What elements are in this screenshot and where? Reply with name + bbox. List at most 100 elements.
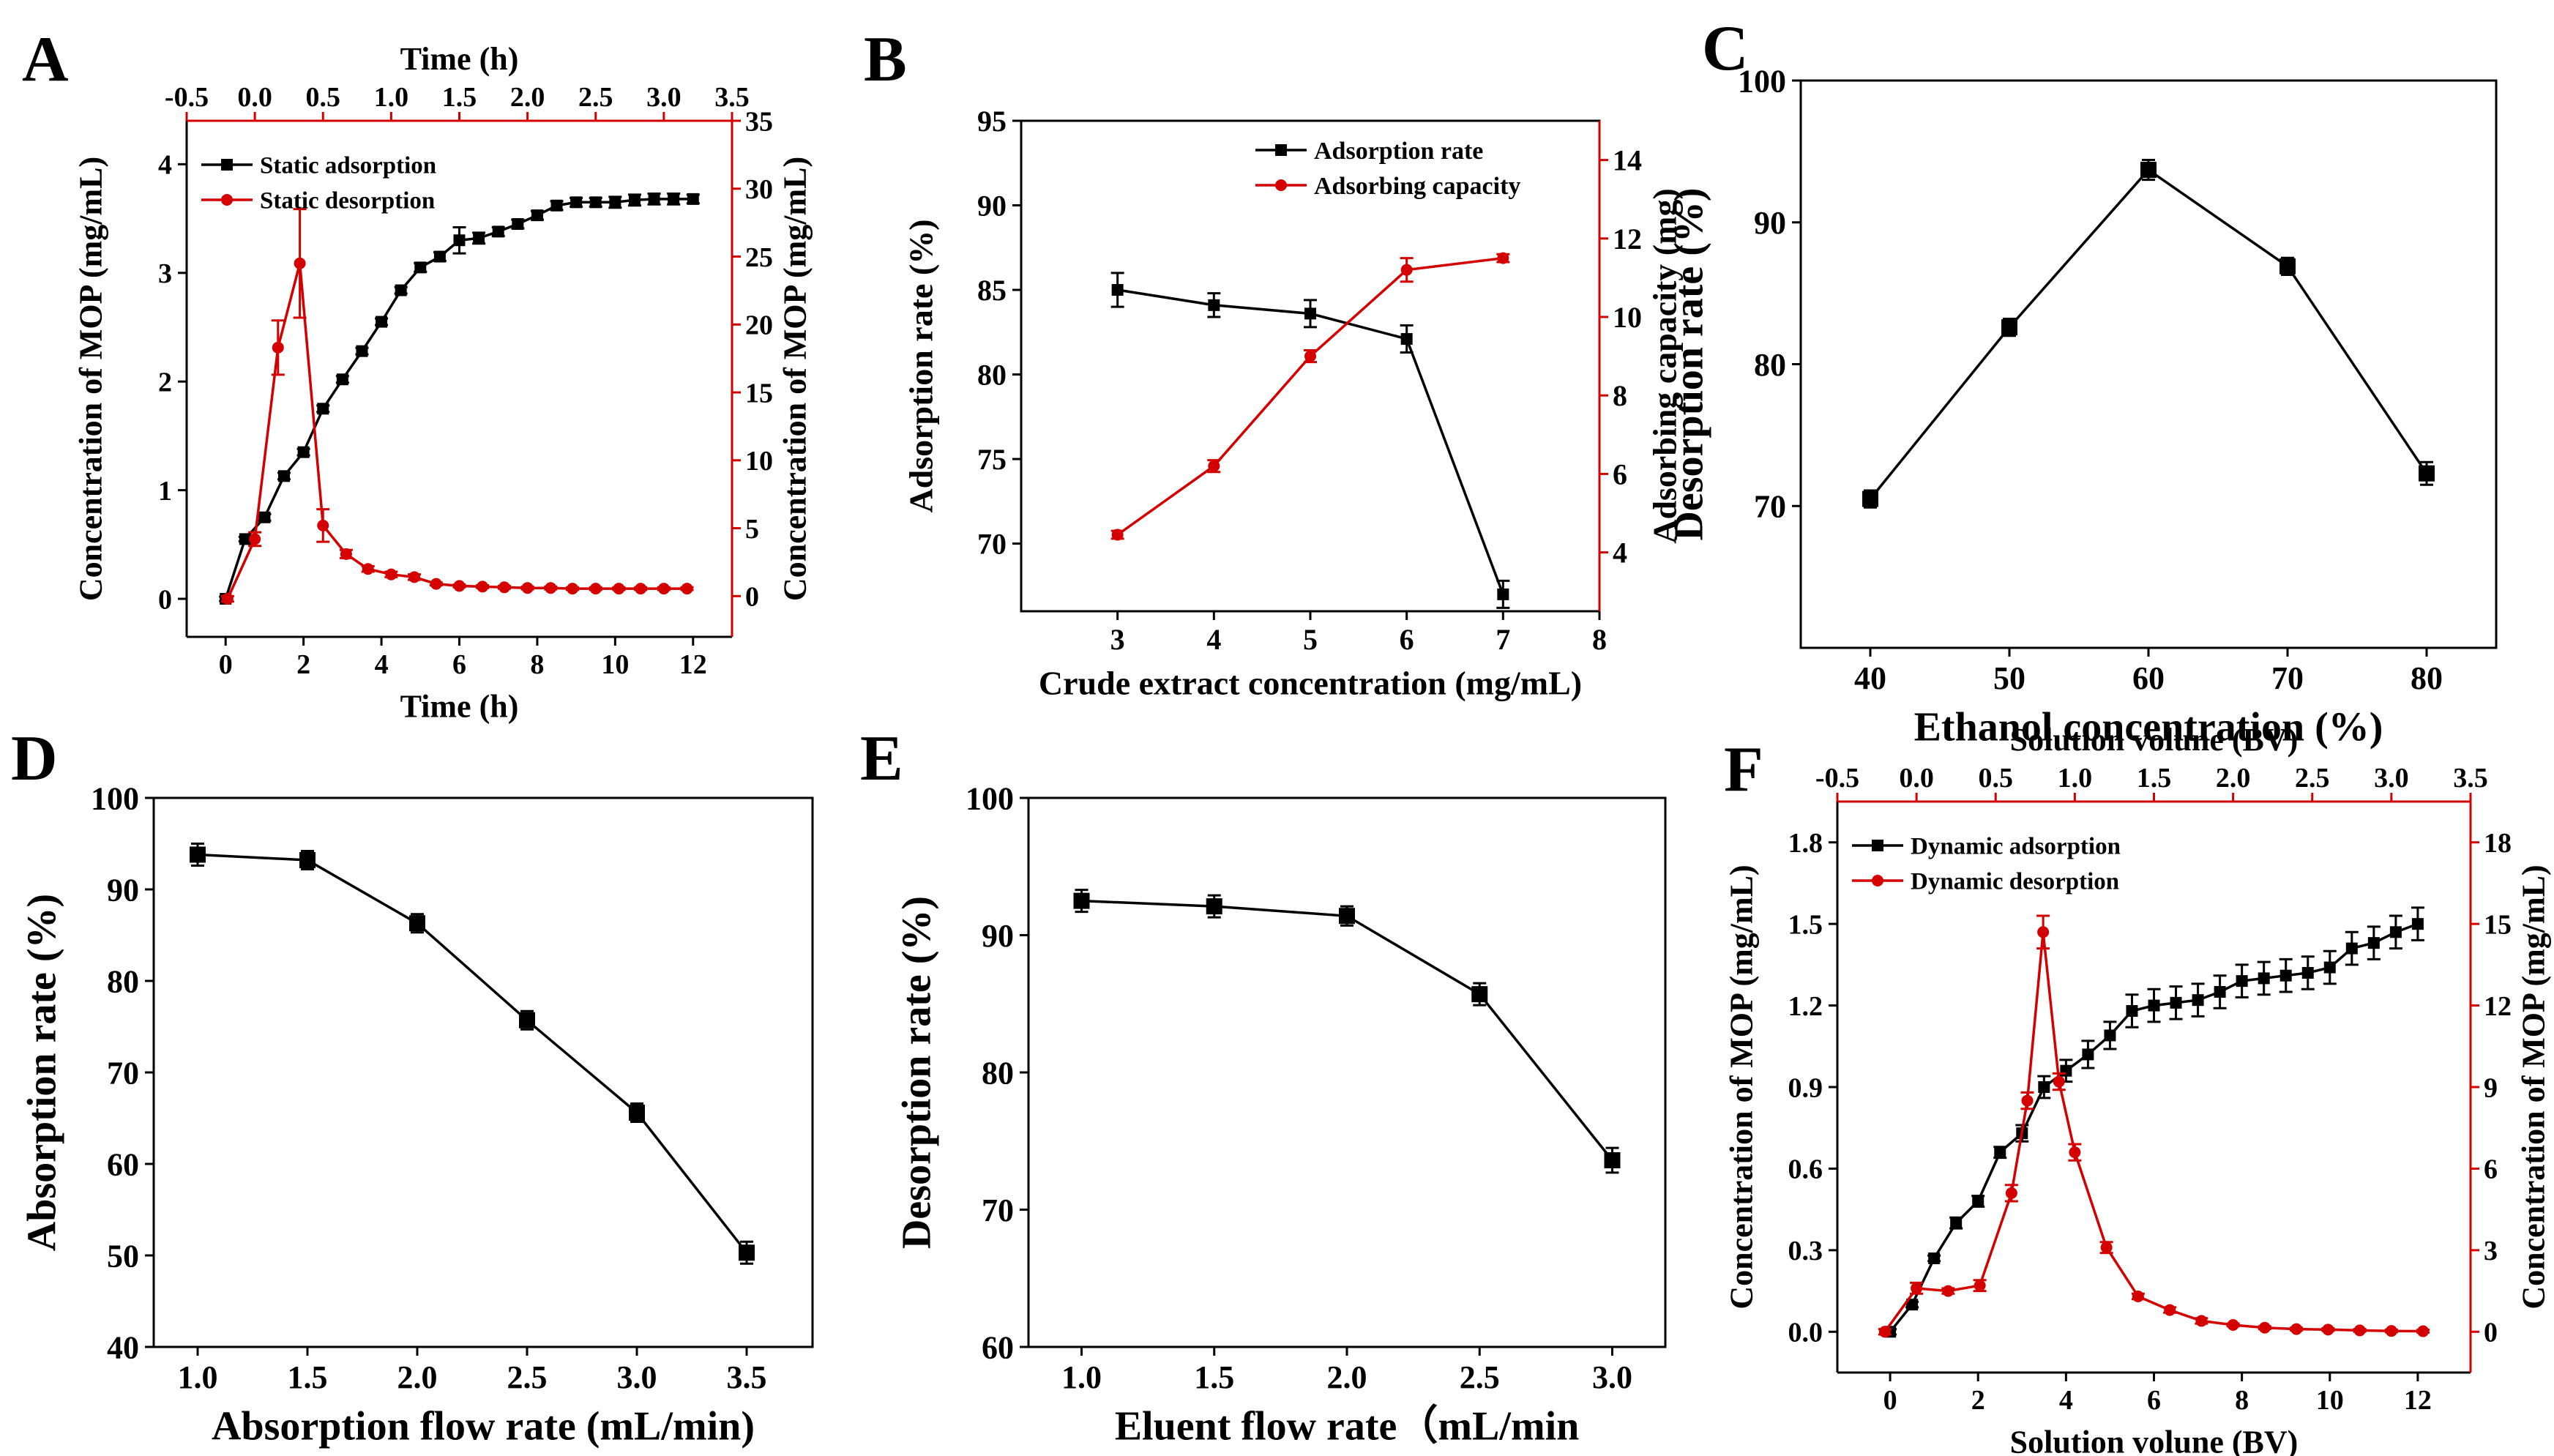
series-line	[224, 198, 693, 600]
x-tick-label: 3.0	[1592, 1359, 1632, 1395]
x-tick-label: 60	[2132, 660, 2165, 696]
data-point	[395, 284, 407, 296]
data-point	[2214, 986, 2226, 998]
y-tick-label: 1.2	[1788, 991, 1823, 1022]
data-point	[1304, 307, 1316, 320]
data-point	[356, 345, 368, 357]
y-tick-label: 0	[158, 584, 172, 615]
data-point	[1497, 252, 1509, 264]
series-red	[1110, 252, 1510, 541]
data-point	[2140, 162, 2157, 179]
data-point	[453, 234, 466, 247]
x-tick-label: 8	[1592, 623, 1607, 656]
x-tick-label: 4	[1206, 623, 1221, 656]
series-line	[1889, 922, 2419, 1333]
data-point	[492, 225, 504, 238]
y-tick-label: 2	[158, 367, 172, 398]
y-tick-label: 1	[158, 476, 172, 507]
y2-tick-label: 10	[745, 446, 773, 477]
data-point	[430, 578, 442, 590]
legend-label: Dynamic adsorption	[1911, 834, 2121, 860]
data-point	[1339, 908, 1355, 925]
y-tick-label: 100	[91, 780, 139, 816]
panel-letter: E	[860, 723, 903, 794]
series-black	[1883, 906, 2424, 1338]
data-point	[414, 261, 427, 274]
data-point	[1906, 1299, 1919, 1311]
x-tick-label: 1.0	[178, 1359, 218, 1395]
x2-tick-label: 0.5	[1979, 763, 2014, 794]
data-point	[545, 582, 557, 594]
data-point	[2419, 465, 2435, 482]
data-point	[550, 199, 563, 212]
x2-tick-label: 2.5	[578, 82, 613, 113]
panel-letter: F	[1724, 734, 1763, 805]
x2-tick-label: 0.0	[1899, 763, 1934, 794]
x-tick-label: 2	[1971, 1385, 1985, 1416]
data-point	[687, 193, 699, 205]
y-tick-label: 70	[1754, 489, 1786, 525]
y2-tick-label: 4	[1613, 537, 1627, 570]
data-point	[2082, 1048, 2094, 1061]
x2-axis-label: Time (h)	[400, 41, 519, 77]
data-point	[512, 218, 524, 230]
data-point	[1928, 1252, 1941, 1264]
data-point	[1073, 892, 1090, 909]
data-point	[340, 548, 352, 560]
y-axis-label: Desorption rate (%)	[1667, 187, 1712, 540]
data-point	[589, 583, 602, 595]
y2-tick-label: 9	[2484, 1072, 2498, 1103]
y-tick-label: 60	[107, 1146, 139, 1182]
data-point	[1604, 1152, 1621, 1168]
y-tick-label: 50	[107, 1238, 139, 1274]
data-point	[1972, 1195, 1984, 1207]
y-axis-label: Concentration of MOP (mg/mL)	[73, 157, 109, 601]
legend-marker	[221, 194, 233, 206]
legend-label: Dynamic desorption	[1911, 869, 2119, 895]
data-point	[336, 373, 348, 386]
panel-letter: B	[864, 24, 907, 95]
data-point	[1878, 1326, 1891, 1338]
data-point	[317, 403, 329, 415]
legend-marker	[1275, 144, 1287, 156]
data-point	[2279, 258, 2296, 275]
data-point	[2170, 996, 2182, 1009]
series-line	[226, 263, 687, 600]
y-tick-label: 80	[1754, 347, 1786, 383]
legend: Adsorption rate Adsorbing capacity	[1255, 138, 1520, 200]
legend-label: Adsorbing capacity	[1314, 173, 1520, 200]
data-point	[2227, 1319, 2239, 1331]
y-tick-label: 90	[1754, 205, 1786, 241]
data-point	[362, 563, 374, 575]
data-point	[657, 583, 670, 595]
data-point	[570, 196, 583, 209]
data-point	[2353, 1324, 2366, 1337]
y2-tick-label: 3	[2484, 1236, 2498, 1266]
y2-tick-label: 10	[1613, 301, 1642, 334]
panel-b: B 3 4 5 6 7 8 70 75 80 85 90 95 4 6 8 10 12 14 Crude extrac…	[864, 24, 1684, 701]
data-point	[2005, 1187, 2017, 1199]
y2-tick-label: 0	[2484, 1318, 2498, 1348]
x2-axis-label: Solution volune (BV)	[2010, 722, 2299, 758]
panel-e: E 1.0 1.5 2.0 2.5 3.0 60 70 80 90 100 Eluent flow r…	[860, 723, 1667, 1449]
x-tick-label: 3	[1110, 623, 1125, 656]
data-point	[221, 593, 234, 605]
data-point	[2195, 1315, 2208, 1327]
panel-letter: C	[1702, 13, 1749, 84]
y-tick-label: 90	[107, 872, 139, 908]
data-point	[2104, 1029, 2116, 1042]
data-point	[2290, 1323, 2303, 1335]
x2-tick-label: 1.0	[2058, 763, 2093, 794]
data-point	[294, 257, 306, 269]
data-point	[1208, 299, 1220, 311]
y-tick-label: 0.3	[1788, 1236, 1823, 1266]
y-tick-label: 75	[977, 443, 1007, 476]
x-tick-label: 50	[1993, 660, 2025, 696]
x2-tick-label: 3.5	[714, 82, 750, 113]
data-point	[2367, 937, 2380, 949]
data-point	[1400, 264, 1413, 276]
data-point	[2258, 972, 2270, 985]
data-point	[317, 519, 329, 531]
data-point	[1942, 1285, 1954, 1297]
